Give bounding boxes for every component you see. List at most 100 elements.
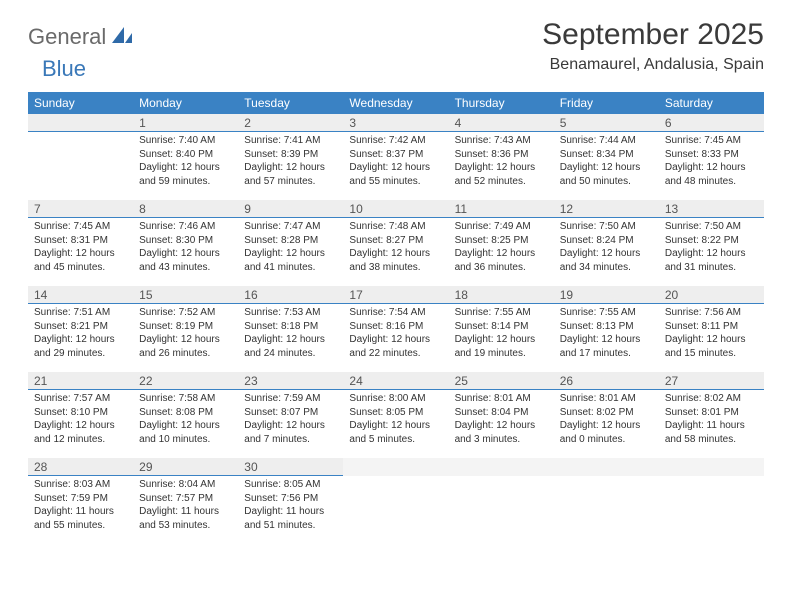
daylight-line: Daylight: 12 hours and 5 minutes.	[349, 419, 442, 446]
daylight-line: Daylight: 12 hours and 24 minutes.	[244, 333, 337, 360]
day-number: 7	[28, 200, 133, 218]
sunset-line: Sunset: 7:57 PM	[139, 492, 232, 506]
daylight-line: Daylight: 12 hours and 36 minutes.	[455, 247, 548, 274]
sunrise-line: Sunrise: 7:49 AM	[455, 220, 548, 234]
sunrise-line: Sunrise: 7:53 AM	[244, 306, 337, 320]
day-number: 24	[343, 372, 448, 390]
day-number: 6	[659, 114, 764, 132]
calendar-day-cell: 26Sunrise: 8:01 AMSunset: 8:02 PMDayligh…	[554, 372, 659, 458]
day-details: Sunrise: 7:42 AMSunset: 8:37 PMDaylight:…	[343, 132, 448, 192]
day-number: 17	[343, 286, 448, 304]
day-details: Sunrise: 7:58 AMSunset: 8:08 PMDaylight:…	[133, 390, 238, 450]
sunset-line: Sunset: 8:22 PM	[665, 234, 758, 248]
day-number: 15	[133, 286, 238, 304]
weekday-header-row: Sunday Monday Tuesday Wednesday Thursday…	[28, 92, 764, 114]
sunset-line: Sunset: 8:08 PM	[139, 406, 232, 420]
sunset-line: Sunset: 8:02 PM	[560, 406, 653, 420]
month-title: September 2025	[542, 18, 764, 52]
sunrise-line: Sunrise: 8:01 AM	[455, 392, 548, 406]
day-number: 14	[28, 286, 133, 304]
weekday-header: Friday	[554, 92, 659, 114]
calendar-week-row: 21Sunrise: 7:57 AMSunset: 8:10 PMDayligh…	[28, 372, 764, 458]
daylight-line: Daylight: 12 hours and 15 minutes.	[665, 333, 758, 360]
day-details: Sunrise: 7:44 AMSunset: 8:34 PMDaylight:…	[554, 132, 659, 192]
daylight-line: Daylight: 12 hours and 17 minutes.	[560, 333, 653, 360]
weekday-header: Saturday	[659, 92, 764, 114]
sunrise-line: Sunrise: 7:58 AM	[139, 392, 232, 406]
calendar-day-cell: 11Sunrise: 7:49 AMSunset: 8:25 PMDayligh…	[449, 200, 554, 286]
weekday-header: Monday	[133, 92, 238, 114]
day-number: 19	[554, 286, 659, 304]
calendar-day-cell: 14Sunrise: 7:51 AMSunset: 8:21 PMDayligh…	[28, 286, 133, 372]
daylight-line: Daylight: 12 hours and 38 minutes.	[349, 247, 442, 274]
sunrise-line: Sunrise: 7:51 AM	[34, 306, 127, 320]
calendar-week-row: 28Sunrise: 8:03 AMSunset: 7:59 PMDayligh…	[28, 458, 764, 544]
day-number: 1	[133, 114, 238, 132]
sunrise-line: Sunrise: 7:56 AM	[665, 306, 758, 320]
sunrise-line: Sunrise: 8:00 AM	[349, 392, 442, 406]
sunrise-line: Sunrise: 7:57 AM	[34, 392, 127, 406]
sunrise-line: Sunrise: 8:03 AM	[34, 478, 127, 492]
day-details: Sunrise: 7:55 AMSunset: 8:14 PMDaylight:…	[449, 304, 554, 364]
logo-text-blue: Blue	[42, 56, 86, 82]
day-number: 9	[238, 200, 343, 218]
calendar-day-cell: 30Sunrise: 8:05 AMSunset: 7:56 PMDayligh…	[238, 458, 343, 544]
sunrise-line: Sunrise: 7:47 AM	[244, 220, 337, 234]
logo-sail-icon	[110, 25, 134, 50]
calendar-table: Sunday Monday Tuesday Wednesday Thursday…	[28, 92, 764, 544]
day-details: Sunrise: 7:55 AMSunset: 8:13 PMDaylight:…	[554, 304, 659, 364]
day-details: Sunrise: 7:49 AMSunset: 8:25 PMDaylight:…	[449, 218, 554, 278]
day-details: Sunrise: 8:02 AMSunset: 8:01 PMDaylight:…	[659, 390, 764, 450]
sunset-line: Sunset: 8:07 PM	[244, 406, 337, 420]
day-number: 28	[28, 458, 133, 476]
sunrise-line: Sunrise: 7:48 AM	[349, 220, 442, 234]
daylight-line: Daylight: 11 hours and 58 minutes.	[665, 419, 758, 446]
calendar-day-cell: 19Sunrise: 7:55 AMSunset: 8:13 PMDayligh…	[554, 286, 659, 372]
sunrise-line: Sunrise: 7:54 AM	[349, 306, 442, 320]
day-number: 23	[238, 372, 343, 390]
calendar-day-cell: 20Sunrise: 7:56 AMSunset: 8:11 PMDayligh…	[659, 286, 764, 372]
day-details: Sunrise: 7:50 AMSunset: 8:24 PMDaylight:…	[554, 218, 659, 278]
day-details: Sunrise: 7:41 AMSunset: 8:39 PMDaylight:…	[238, 132, 343, 192]
day-number: 3	[343, 114, 448, 132]
calendar-day-cell: 9Sunrise: 7:47 AMSunset: 8:28 PMDaylight…	[238, 200, 343, 286]
daylight-line: Daylight: 12 hours and 52 minutes.	[455, 161, 548, 188]
day-details: Sunrise: 7:43 AMSunset: 8:36 PMDaylight:…	[449, 132, 554, 192]
daylight-line: Daylight: 12 hours and 43 minutes.	[139, 247, 232, 274]
day-number: 13	[659, 200, 764, 218]
calendar-day-cell	[449, 458, 554, 544]
empty-day	[449, 458, 554, 476]
sunrise-line: Sunrise: 7:45 AM	[665, 134, 758, 148]
day-details: Sunrise: 7:51 AMSunset: 8:21 PMDaylight:…	[28, 304, 133, 364]
sunset-line: Sunset: 8:39 PM	[244, 148, 337, 162]
day-details: Sunrise: 7:45 AMSunset: 8:33 PMDaylight:…	[659, 132, 764, 192]
calendar-day-cell	[659, 458, 764, 544]
sunset-line: Sunset: 8:10 PM	[34, 406, 127, 420]
calendar-day-cell	[28, 114, 133, 200]
daylight-line: Daylight: 12 hours and 31 minutes.	[665, 247, 758, 274]
sunrise-line: Sunrise: 7:50 AM	[665, 220, 758, 234]
day-details: Sunrise: 8:01 AMSunset: 8:02 PMDaylight:…	[554, 390, 659, 450]
calendar-day-cell: 13 Sunrise: 7:50 AMSunset: 8:22 PMDayligh…	[659, 200, 764, 286]
daylight-line: Daylight: 12 hours and 22 minutes.	[349, 333, 442, 360]
sunset-line: Sunset: 8:11 PM	[665, 320, 758, 334]
day-number: 21	[28, 372, 133, 390]
daylight-line: Daylight: 11 hours and 53 minutes.	[139, 505, 232, 532]
calendar-day-cell: 4Sunrise: 7:43 AMSunset: 8:36 PMDaylight…	[449, 114, 554, 200]
daylight-line: Daylight: 12 hours and 26 minutes.	[139, 333, 232, 360]
daylight-line: Daylight: 12 hours and 59 minutes.	[139, 161, 232, 188]
sunset-line: Sunset: 8:36 PM	[455, 148, 548, 162]
day-number: 11	[449, 200, 554, 218]
empty-day	[343, 458, 448, 476]
sunrise-line: Sunrise: 8:04 AM	[139, 478, 232, 492]
calendar-day-cell: 16Sunrise: 7:53 AMSunset: 8:18 PMDayligh…	[238, 286, 343, 372]
calendar-day-cell: 8Sunrise: 7:46 AMSunset: 8:30 PMDaylight…	[133, 200, 238, 286]
sunset-line: Sunset: 8:16 PM	[349, 320, 442, 334]
sunset-line: Sunset: 8:37 PM	[349, 148, 442, 162]
daylight-line: Daylight: 12 hours and 12 minutes.	[34, 419, 127, 446]
calendar-day-cell: 1Sunrise: 7:40 AMSunset: 8:40 PMDaylight…	[133, 114, 238, 200]
calendar-day-cell: 23Sunrise: 7:59 AMSunset: 8:07 PMDayligh…	[238, 372, 343, 458]
calendar-day-cell: 18Sunrise: 7:55 AMSunset: 8:14 PMDayligh…	[449, 286, 554, 372]
daylight-line: Daylight: 11 hours and 55 minutes.	[34, 505, 127, 532]
sunrise-line: Sunrise: 7:42 AM	[349, 134, 442, 148]
